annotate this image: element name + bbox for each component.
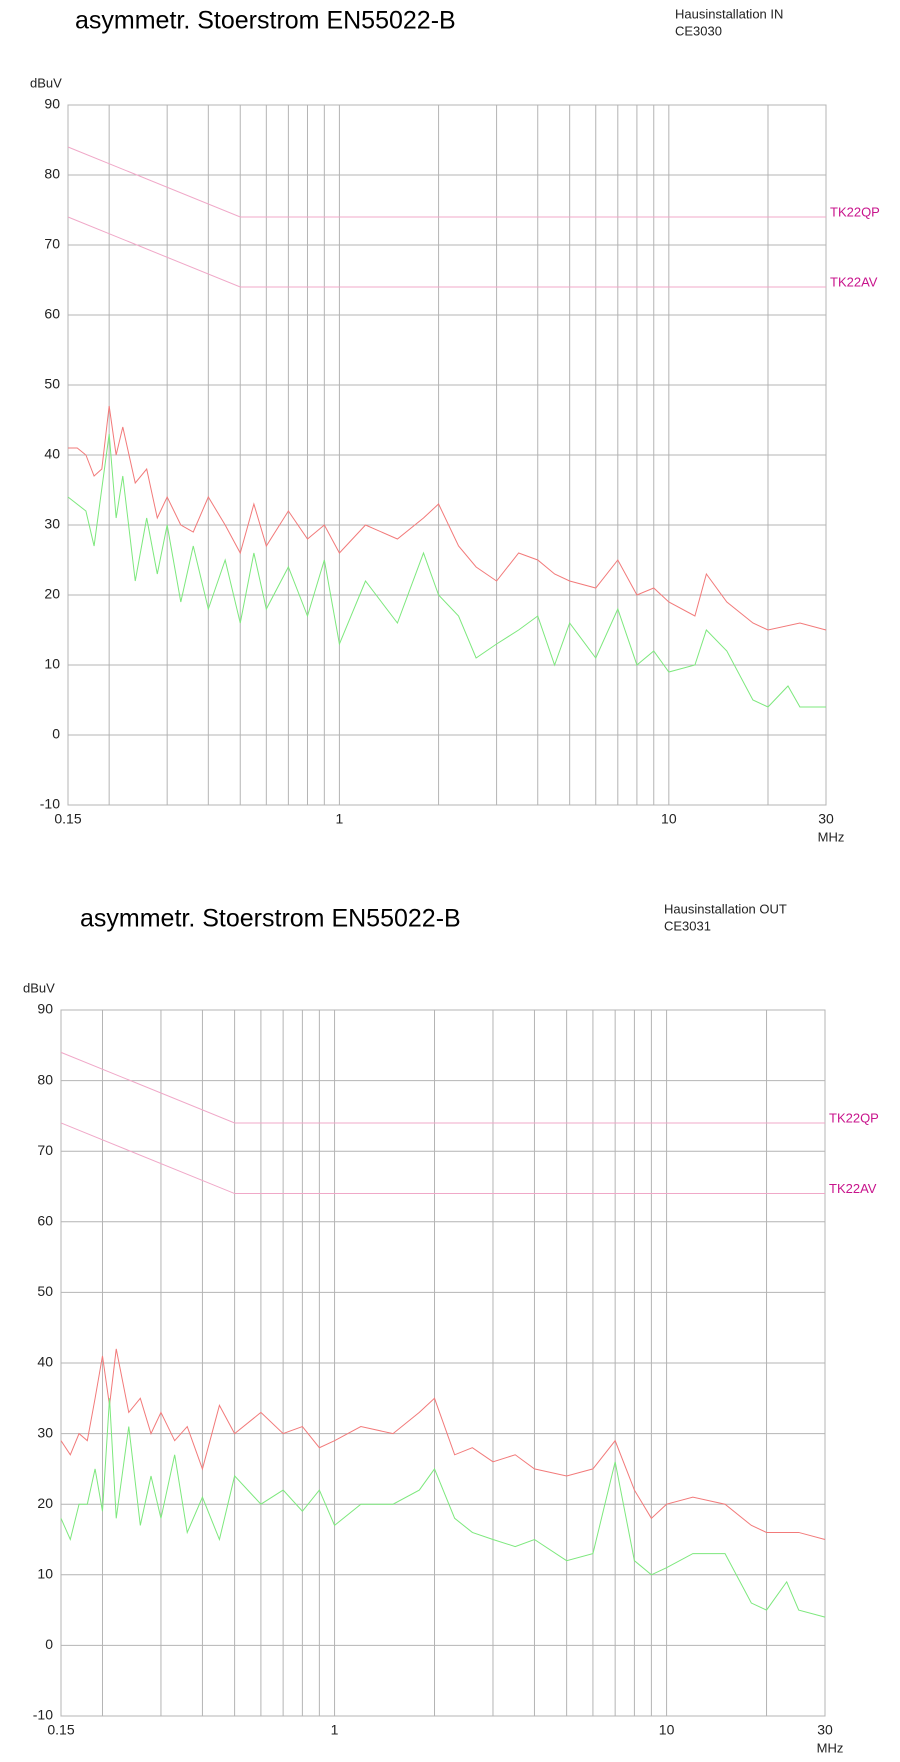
y-axis-label: dBuV <box>23 980 55 995</box>
y-tick-label: 40 <box>37 1354 53 1370</box>
chart-note: CE3031 <box>664 918 711 933</box>
plot-frame <box>67 104 827 806</box>
x-axis-label: MHz <box>818 829 845 844</box>
chart-title: asymmetr. Stoerstrom EN55022-B <box>75 7 456 35</box>
series-label: TK22AV <box>829 1181 877 1196</box>
y-tick-label: 0 <box>45 1636 53 1652</box>
y-tick-label: 30 <box>37 1424 53 1440</box>
y-tick-label: -10 <box>33 1707 53 1723</box>
y-tick-label: 0 <box>52 726 60 742</box>
plot-frame <box>60 1009 826 1717</box>
y-tick-label: 80 <box>44 166 60 182</box>
x-tick-label: 10 <box>661 811 677 827</box>
x-tick-label: 0.15 <box>47 1722 74 1738</box>
y-tick-label: 60 <box>44 306 60 322</box>
y-tick-label: 50 <box>44 376 60 392</box>
x-tick-label: 30 <box>817 1722 833 1738</box>
y-tick-label: 20 <box>44 586 60 602</box>
limit-line <box>60 1051 825 1124</box>
measurement-line <box>68 405 827 631</box>
limit-line <box>60 1122 825 1195</box>
x-tick-label: 1 <box>331 1722 339 1738</box>
measurement-line <box>67 433 826 708</box>
y-tick-label: 30 <box>44 516 60 532</box>
x-tick-label: 30 <box>818 811 834 827</box>
y-tick-label: 10 <box>37 1566 53 1582</box>
measurement-line <box>60 1398 826 1618</box>
x-tick-label: 0.15 <box>54 811 81 827</box>
y-tick-label: 10 <box>44 656 60 672</box>
series-label: TK22AV <box>830 274 878 289</box>
x-tick-label: 1 <box>336 811 344 827</box>
chart-note: CE3030 <box>675 23 722 38</box>
y-tick-label: 70 <box>44 236 60 252</box>
limit-line <box>67 216 826 288</box>
y-tick-label: 50 <box>37 1283 53 1299</box>
chart-note: Hausinstallation IN <box>675 6 783 21</box>
chart-note: Hausinstallation OUT <box>664 901 787 916</box>
y-tick-label: 70 <box>37 1142 53 1158</box>
limit-line <box>67 146 826 218</box>
measurement-line <box>60 1348 826 1540</box>
y-tick-label: 90 <box>37 1001 53 1017</box>
series-label: TK22QP <box>829 1110 879 1125</box>
y-tick-label: 20 <box>37 1495 53 1511</box>
y-tick-label: -10 <box>40 796 60 812</box>
y-axis-label: dBuV <box>30 75 62 90</box>
y-tick-label: 40 <box>44 446 60 462</box>
y-tick-label: 60 <box>37 1213 53 1229</box>
chart-title: asymmetr. Stoerstrom EN55022-B <box>80 905 461 933</box>
series-label: TK22QP <box>830 204 880 219</box>
x-axis-label: MHz <box>817 1740 844 1755</box>
x-tick-label: 10 <box>659 1722 675 1738</box>
y-tick-label: 90 <box>44 96 60 112</box>
y-tick-label: 80 <box>37 1071 53 1087</box>
